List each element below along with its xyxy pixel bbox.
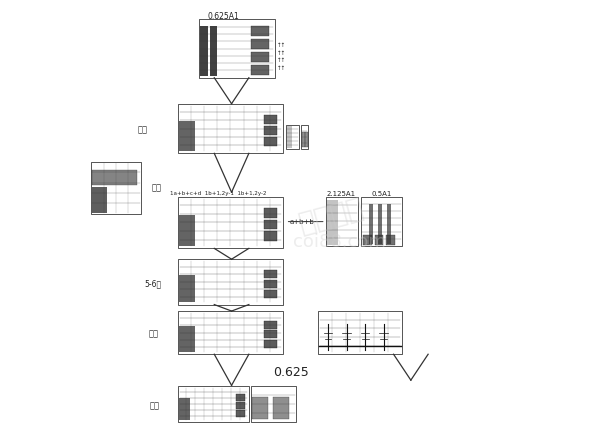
Bar [264, 280, 277, 288]
FancyBboxPatch shape [199, 19, 274, 78]
Text: 二层: 二层 [152, 184, 162, 193]
Bar [387, 204, 391, 244]
Bar [287, 126, 292, 148]
Bar [264, 231, 277, 241]
FancyBboxPatch shape [178, 104, 284, 153]
Bar [264, 220, 277, 229]
Bar [264, 115, 277, 124]
Text: 0.625: 0.625 [273, 366, 309, 379]
Bar [264, 270, 277, 278]
Text: ↑↑: ↑↑ [276, 43, 286, 48]
Bar [251, 52, 270, 62]
Bar [179, 275, 195, 302]
Text: 0.5A1: 0.5A1 [371, 191, 392, 197]
Bar [364, 235, 371, 245]
Text: ↑↑: ↑↑ [276, 58, 286, 64]
Bar [375, 235, 383, 245]
FancyBboxPatch shape [178, 259, 284, 305]
Bar [179, 326, 195, 352]
Bar [251, 65, 270, 75]
Bar [264, 340, 277, 348]
Text: ↑↑: ↑↑ [276, 66, 286, 71]
FancyBboxPatch shape [301, 125, 309, 149]
FancyBboxPatch shape [251, 386, 296, 422]
Bar [236, 410, 245, 417]
Bar [253, 397, 268, 419]
Text: 0.625A1: 0.625A1 [207, 12, 239, 21]
Bar [306, 132, 308, 147]
Text: 土木在线: 土木在线 [295, 194, 367, 238]
Bar [93, 187, 107, 213]
FancyBboxPatch shape [91, 162, 141, 214]
Bar [327, 200, 339, 245]
Text: a+b+b: a+b+b [290, 219, 314, 225]
Bar [179, 121, 195, 151]
Bar [251, 26, 270, 36]
Text: 顶层: 顶层 [149, 330, 159, 338]
Text: coi88.com: coi88.com [293, 233, 386, 251]
Bar [386, 235, 395, 245]
FancyBboxPatch shape [178, 311, 284, 354]
Bar [264, 321, 277, 329]
Text: ↑↑: ↑↑ [276, 51, 286, 56]
Bar [251, 39, 270, 49]
Bar [302, 132, 305, 147]
Text: 2.125A1: 2.125A1 [326, 191, 356, 197]
FancyBboxPatch shape [178, 386, 249, 422]
Text: 一层: 一层 [138, 125, 148, 134]
Text: 5-6层: 5-6层 [145, 280, 162, 288]
FancyBboxPatch shape [286, 125, 299, 149]
Text: 1a+b+c+d  1b+1,2y-1  1b+1,2y-2: 1a+b+c+d 1b+1,2y-1 1b+1,2y-2 [170, 191, 267, 196]
Bar [264, 126, 277, 135]
Bar [93, 170, 137, 185]
FancyBboxPatch shape [361, 197, 402, 246]
Bar [378, 204, 382, 244]
Bar [370, 204, 373, 244]
Bar [179, 398, 190, 420]
Bar [264, 209, 277, 218]
Bar [264, 330, 277, 338]
Text: 基层: 基层 [149, 402, 160, 410]
Bar [201, 26, 208, 76]
Bar [179, 215, 195, 246]
Bar [236, 402, 245, 409]
Bar [264, 137, 277, 146]
FancyBboxPatch shape [326, 197, 358, 246]
Bar [236, 394, 245, 401]
FancyBboxPatch shape [178, 197, 284, 248]
Bar [209, 26, 217, 76]
Bar [273, 397, 289, 419]
Bar [264, 289, 277, 298]
FancyBboxPatch shape [318, 311, 402, 354]
